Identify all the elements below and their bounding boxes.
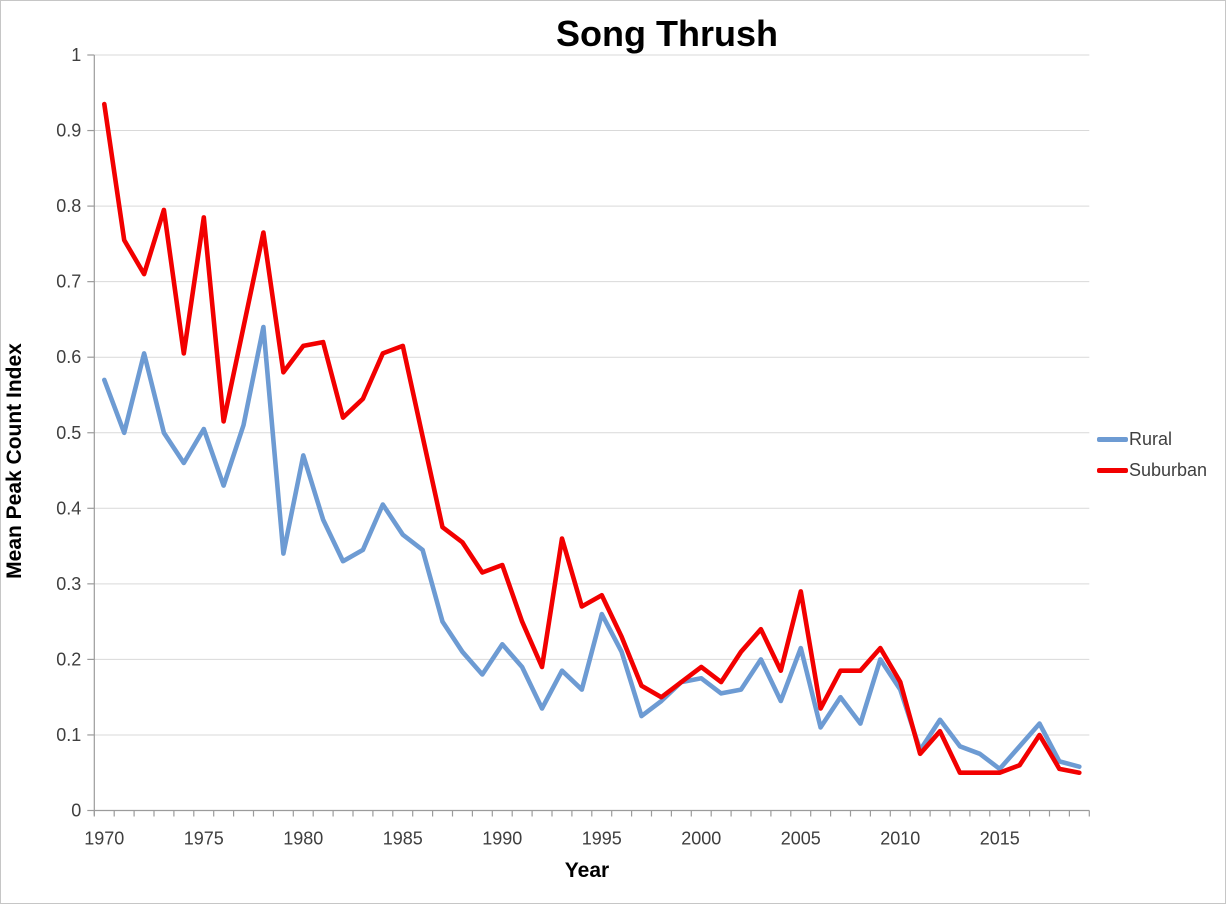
x-tick-label: 2000 [681, 829, 721, 849]
y-tick-label: 0.6 [56, 347, 81, 367]
y-tick-label: 0.9 [56, 121, 81, 141]
y-axis-title: Mean Peak Count Index [3, 343, 26, 579]
x-tick-label: 2005 [781, 829, 821, 849]
suburban-line-swatch [1097, 468, 1128, 473]
y-tick-label: 0.2 [56, 649, 81, 669]
x-tick-label: 2010 [880, 829, 920, 849]
x-tick-label: 1970 [84, 829, 124, 849]
legend-label: Suburban [1129, 460, 1208, 480]
rural-line-swatch [1097, 437, 1128, 442]
legend-label: Rural [1129, 429, 1173, 449]
y-tick-label: 0.7 [56, 272, 81, 292]
y-tick-label: 0 [71, 801, 81, 821]
y-tick-label: 0.4 [56, 498, 81, 518]
rural-series-line [102, 324, 1082, 772]
x-tick-label: 2015 [980, 829, 1020, 849]
chart-title: Song Thrush [556, 13, 778, 54]
x-tick-label: 1995 [582, 829, 622, 849]
legend-entry-rural: Rural [1097, 424, 1207, 455]
legend: Rural Suburban [1097, 424, 1207, 486]
x-tick-label: 1980 [283, 829, 323, 849]
x-tick-label: 1985 [383, 829, 423, 849]
suburban-series-line [102, 101, 1082, 776]
y-tick-label: 0.5 [56, 423, 81, 443]
y-tick-label: 0.3 [56, 574, 81, 594]
x-tick-label: 1990 [482, 829, 522, 849]
legend-entry-suburban: Suburban [1097, 455, 1207, 486]
x-axis-title: Year [564, 859, 610, 882]
y-tick-label: 0.8 [56, 196, 81, 216]
y-tick-label: 0.1 [56, 725, 81, 745]
y-tick-label: 1 [71, 45, 81, 65]
x-tick-label: 1975 [184, 829, 224, 849]
